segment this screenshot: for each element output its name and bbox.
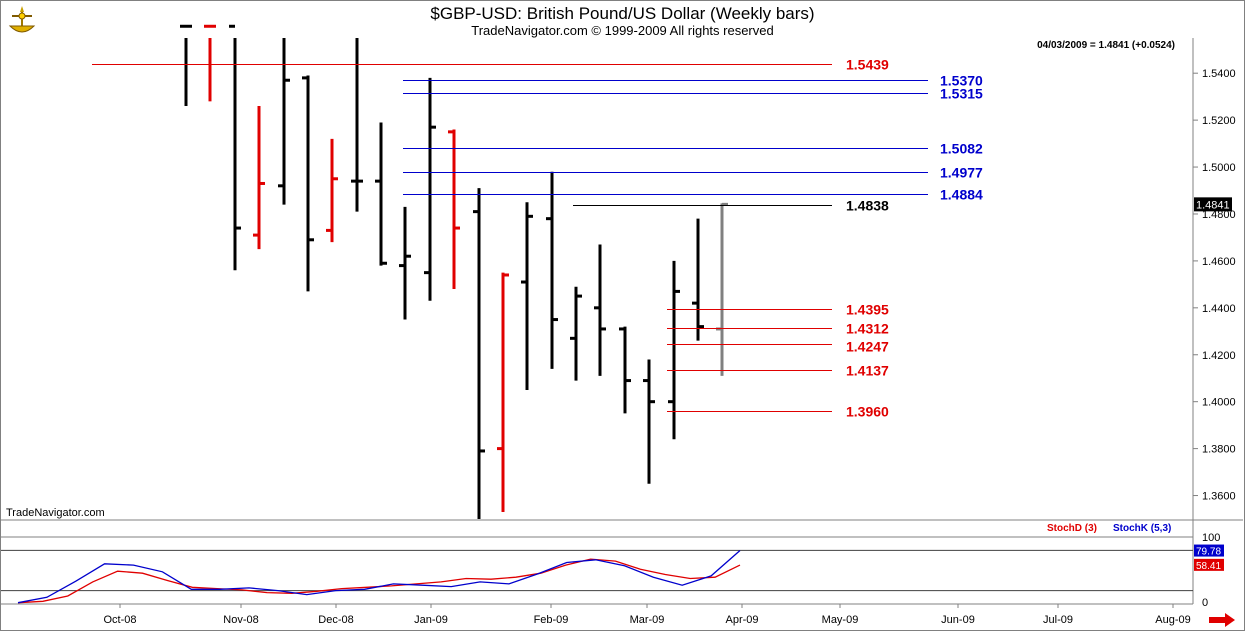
time-tick-label: Mar-09 — [630, 614, 665, 626]
sextant-logo-icon — [6, 4, 38, 41]
level-label: 1.5315 — [940, 86, 983, 102]
time-tick-label: Oct-08 — [103, 614, 136, 626]
level-label: 1.5370 — [940, 73, 983, 89]
price-tick-label: 1.4200 — [1202, 350, 1236, 362]
level-label: 1.4884 — [940, 187, 983, 203]
ohlc-bar — [204, 24, 216, 102]
ohlc-bar — [375, 122, 387, 266]
level-label: 1.5439 — [846, 57, 889, 73]
time-tick-label: Jan-09 — [414, 614, 448, 626]
price-tick-label: 1.3800 — [1202, 444, 1236, 456]
level-label: 1.4395 — [846, 302, 889, 318]
ohlc-bar — [326, 138, 338, 243]
price-tick-label: 1.5000 — [1202, 162, 1236, 174]
ohlc-bar — [546, 171, 558, 369]
level-label: 1.4312 — [846, 321, 889, 337]
time-tick-label: Nov-08 — [223, 614, 258, 626]
ohlc-bar — [692, 218, 704, 341]
ohlc-bar — [668, 260, 680, 440]
time-tick-label: Aug-09 — [1155, 614, 1190, 626]
ohlc-bar — [253, 106, 265, 250]
ohlc-bar — [473, 188, 485, 519]
time-tick-label: Feb-09 — [534, 614, 569, 626]
stochk-legend: StochK (5,3) — [1113, 523, 1171, 534]
ohlc-bar — [521, 202, 533, 390]
price-tick-label: 1.4000 — [1202, 397, 1236, 409]
price-tick-label: 1.5200 — [1202, 115, 1236, 127]
stochk-value-label: 79.78 — [1196, 547, 1221, 558]
chart-subtitle: TradeNavigator.com © 1999-2009 All right… — [471, 23, 774, 38]
price-tick-label: 1.4600 — [1202, 256, 1236, 268]
ohlc-bar — [302, 75, 314, 292]
ohlc-bar — [351, 38, 363, 212]
level-label: 1.5082 — [940, 141, 983, 157]
ohlc-bar — [716, 202, 728, 376]
stochd-value-label: 58.41 — [1196, 561, 1221, 572]
stoch-tick-100: 100 — [1202, 532, 1220, 544]
level-label: 1.4977 — [940, 165, 983, 181]
price-tick-label: 1.4800 — [1202, 209, 1236, 221]
last-quote-label: 04/03/2009 = 1.4841 (+0.0524) — [1037, 40, 1175, 51]
current-value-box — [1194, 197, 1232, 212]
time-tick-label: Jul-09 — [1043, 614, 1073, 626]
level-label: 1.4247 — [846, 339, 889, 355]
right-arrow-icon[interactable] — [1207, 612, 1237, 633]
price-tick-label: 1.3600 — [1202, 491, 1236, 503]
level-label: 1.4838 — [846, 198, 889, 214]
ohlc-bar — [229, 24, 241, 271]
price-tick-label: 1.4400 — [1202, 303, 1236, 315]
current-value-label: 1.4841 — [1196, 199, 1230, 211]
ohlc-bar — [448, 129, 460, 290]
ohlc-bar — [570, 286, 582, 381]
stochd-legend: StochD (3) — [1047, 523, 1097, 534]
ohlc-bar — [424, 77, 436, 301]
ohlc-bar — [643, 359, 655, 484]
stoch-tick-0: 0 — [1202, 597, 1208, 609]
stochd-line — [17, 558, 741, 604]
chart-title: $GBP-USD: British Pound/US Dollar (Weekl… — [430, 4, 815, 23]
watermark: TradeNavigator.com — [6, 507, 105, 519]
time-tick-label: Apr-09 — [725, 614, 758, 626]
level-label: 1.4137 — [846, 363, 889, 379]
time-tick-label: Dec-08 — [318, 614, 353, 626]
time-tick-label: Jun-09 — [941, 614, 975, 626]
ohlc-bar — [619, 326, 631, 414]
time-tick-label: May-09 — [822, 614, 859, 626]
stochk-value-box — [1194, 544, 1224, 557]
ohlc-bar — [497, 272, 509, 512]
ohlc-bar — [594, 244, 606, 376]
price-tick-label: 1.5400 — [1202, 68, 1236, 80]
ohlc-bar — [278, 38, 290, 205]
level-label: 1.3960 — [846, 404, 889, 420]
ohlc-bar — [180, 24, 192, 107]
stochd-value-box — [1194, 558, 1224, 571]
ohlc-bar — [399, 206, 411, 320]
stochk-line — [17, 550, 741, 604]
